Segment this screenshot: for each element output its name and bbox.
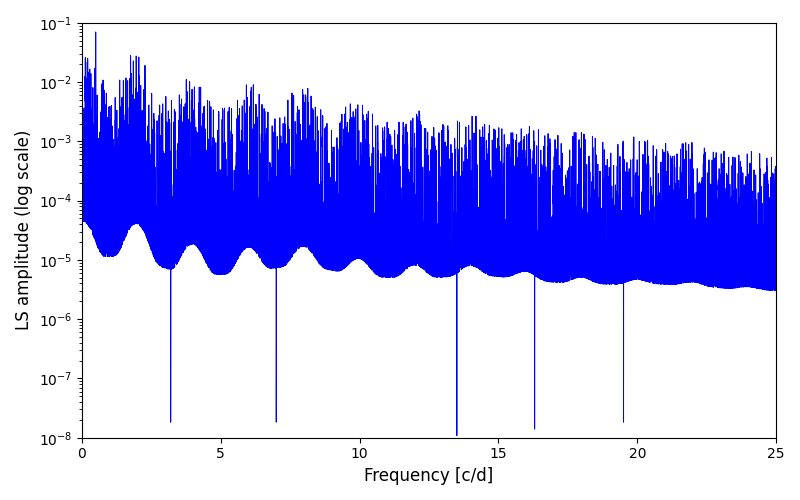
Y-axis label: LS amplitude (log scale): LS amplitude (log scale)	[15, 130, 33, 330]
X-axis label: Frequency [c/d]: Frequency [c/d]	[364, 467, 494, 485]
